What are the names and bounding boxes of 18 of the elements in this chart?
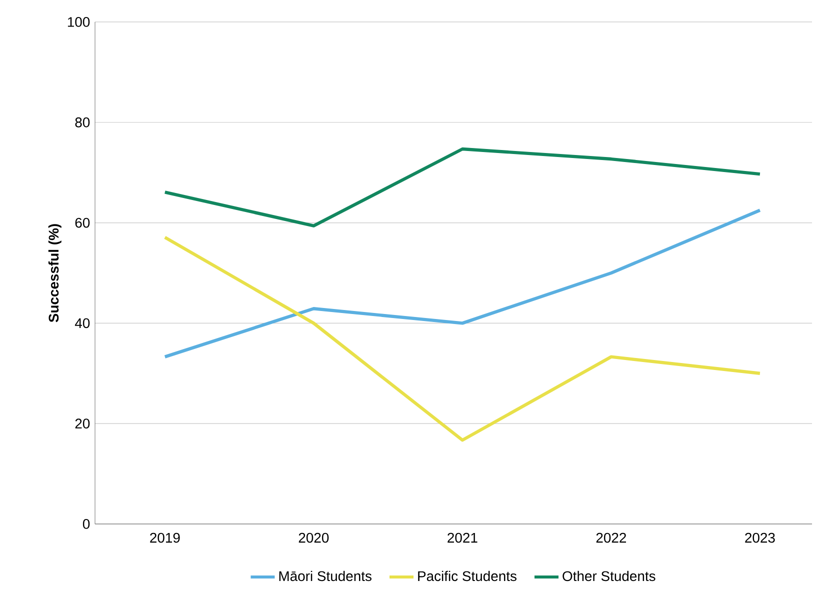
legend-label: Other Students bbox=[562, 570, 656, 582]
line-series bbox=[163, 208, 762, 358]
y-tick-label: 100 bbox=[68, 17, 90, 27]
y-tick-label: 20 bbox=[75, 418, 90, 429]
x-tick-label: 2020 bbox=[298, 532, 329, 543]
y-tick-label: 40 bbox=[74, 318, 90, 328]
y-tick-label: 0 bbox=[82, 519, 90, 529]
x-tick-label: 2021 bbox=[448, 532, 478, 543]
x-tick-label: 2022 bbox=[596, 532, 626, 543]
y-tick-label: 60 bbox=[75, 218, 90, 228]
x-tick-label: 2019 bbox=[150, 532, 180, 543]
x-tick-label: 2023 bbox=[745, 532, 775, 543]
legend-label: Pacific Students bbox=[418, 570, 516, 582]
y-tick-label: 80 bbox=[75, 117, 90, 128]
line-series bbox=[163, 236, 762, 442]
legend-label: Māori Students bbox=[279, 570, 372, 582]
y-axis-title: Successful (%) bbox=[48, 224, 62, 322]
line-series bbox=[163, 147, 762, 228]
